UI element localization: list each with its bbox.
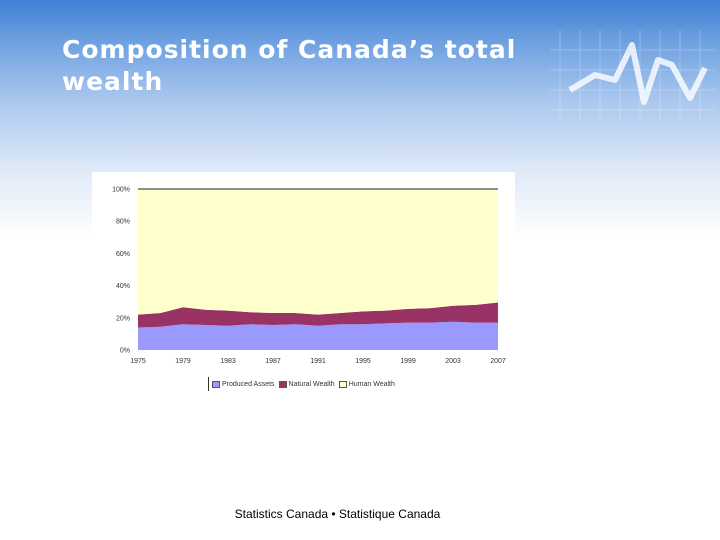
legend-label-human-wealth: Human Wealth (348, 380, 395, 388)
area-series-human-wealth (138, 189, 498, 315)
legend-swatch-natural-wealth (278, 380, 287, 388)
area-series-natural-wealth (138, 302, 498, 328)
x-tick-label-1995: 1995 (355, 358, 371, 365)
legend-label-natural-wealth: Natural Wealth (288, 380, 335, 388)
legend-item-natural-wealth: Natural Wealth (278, 380, 335, 388)
legend-label-produced-assets: Produced Assets (222, 380, 275, 388)
x-tick-label-1975: 1975 (130, 358, 146, 365)
y-tick-label-60pct: 60% (116, 251, 130, 258)
x-tick-label-2003: 2003 (445, 358, 461, 365)
y-tick-label-100pct: 100% (112, 187, 130, 194)
x-tick-label-1979: 1979 (175, 358, 191, 365)
y-tick-label-0pct: 0% (120, 348, 130, 355)
y-tick-label-80pct: 80% (116, 219, 130, 226)
legend-item-human-wealth: Human Wealth (338, 380, 395, 388)
decorative-pulse-graphic (550, 30, 715, 120)
y-tick-label-20pct: 20% (116, 315, 130, 322)
slide-title: Composition of Canada’s total wealth (62, 35, 517, 96)
area-series-produced-assets (138, 321, 498, 350)
x-tick-label-1987: 1987 (265, 358, 281, 365)
wealth-area-chart: 0% 20% 40% 60% 80% 100% 1975 1979 1983 1987 1991 19… (112, 187, 506, 366)
x-tick-label-1991: 1991 (310, 358, 326, 365)
y-tick-label-40pct: 40% (116, 283, 130, 290)
x-tick-label-1999: 1999 (400, 358, 416, 365)
x-tick-label-2007: 2007 (490, 358, 506, 365)
legend-swatch-human-wealth (338, 380, 347, 388)
slide-footer: Statistics Canada • Statistique Canada (234, 507, 441, 521)
chart-legend: Produced Assets Natural Wealth Human Wea… (208, 377, 399, 391)
legend-item-produced-assets: Produced Assets (212, 380, 275, 388)
chart-container: 0% 20% 40% 60% 80% 100% 1975 1979 1983 1987 1991 19… (92, 172, 515, 394)
legend-swatch-produced-assets (212, 380, 220, 388)
x-tick-label-1983: 1983 (220, 358, 236, 365)
